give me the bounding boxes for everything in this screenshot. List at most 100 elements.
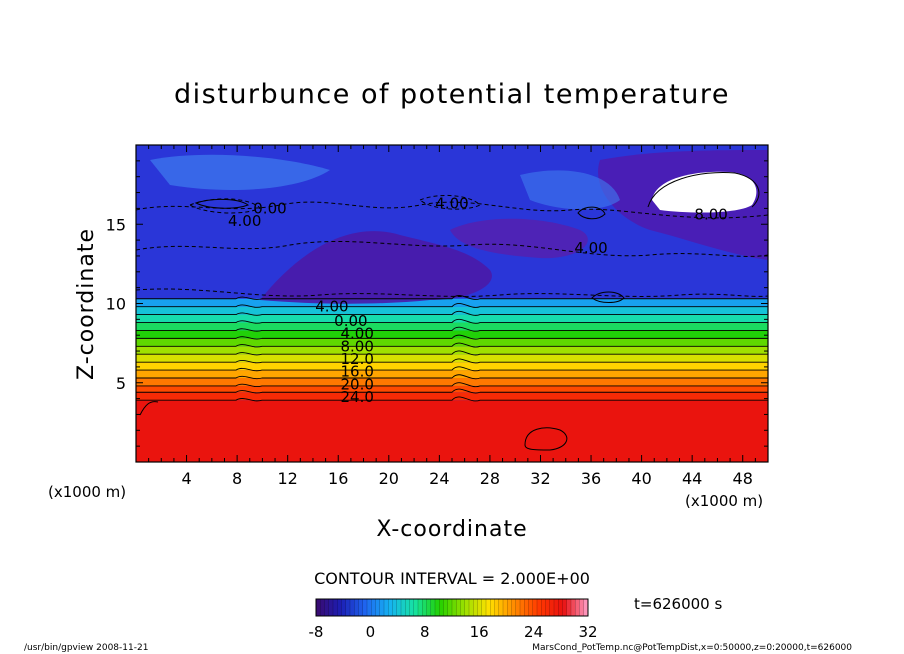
band-contour-lines: [136, 295, 768, 402]
x-unit-right: (x1000 m): [685, 492, 763, 510]
contour-line: [136, 201, 768, 219]
colorbar-swatch: [498, 599, 504, 616]
colorbar-swatch: [507, 599, 512, 616]
y-axis-ticks: 5 10 15: [106, 160, 768, 447]
colorbar-tick-label: -8: [309, 623, 324, 641]
contour-line: [577, 206, 606, 220]
colorbar-swatch: [528, 599, 534, 616]
colorbar-swatch: [579, 599, 585, 616]
colorbar-swatch: [452, 599, 457, 616]
colorbar-tick-label: 16: [470, 623, 489, 641]
x-tick-label: 44: [682, 469, 702, 488]
contour-line: [136, 241, 768, 257]
y-tick-label: 5: [116, 374, 126, 393]
colorbar-swatch: [481, 599, 487, 616]
contour-line: [139, 401, 159, 416]
x-tick-label: 28: [480, 469, 500, 488]
chart-title: disturbunce of potential temperature: [174, 79, 730, 110]
colorbar-swatch: [384, 599, 389, 616]
colorbar-swatch: [405, 599, 410, 616]
colorbar-swatch: [324, 599, 330, 616]
colorbar-ticks: -8 0 8 16 24 32: [309, 623, 598, 641]
colorbar-swatch: [447, 599, 453, 616]
colorbar-swatch: [511, 599, 517, 616]
contour-line: [136, 295, 768, 300]
temperature-layer: [136, 330, 768, 339]
temperature-layer: [136, 314, 768, 323]
white-region: [652, 171, 757, 213]
colorbar-frame: [315, 598, 589, 617]
colorbar-swatch: [486, 599, 491, 616]
y-axis-label: Z-coordinate: [74, 228, 99, 380]
contour-line: [136, 388, 768, 394]
colorbar-swatch: [469, 599, 474, 616]
contour-line: [136, 302, 768, 308]
colorbar-swatch: [571, 599, 576, 616]
contour-line: [136, 318, 768, 324]
x-axis-ticks: 4 8 12 16 20 24 28 32 36 40 44 48: [148, 145, 756, 488]
footer-left: /usr/bin/gpview 2008-11-21: [24, 643, 148, 653]
contour-label: 0.00: [334, 312, 367, 330]
x-unit-left: (x1000 m): [48, 483, 126, 501]
purple-region: [450, 218, 588, 259]
x-tick-label: 20: [379, 469, 399, 488]
colorbar-swatch: [328, 599, 334, 616]
contour-labels: 0.004.004.004.008.004.000.004.008.0012.0…: [228, 195, 728, 406]
contour-label: 16.0: [340, 363, 373, 381]
upper-field-blobs: [150, 150, 768, 304]
contour-line: [647, 172, 760, 208]
colorbar-swatch: [362, 599, 368, 616]
colorbar-swatch: [388, 599, 393, 616]
colorbar-swatch: [524, 599, 529, 616]
colorbar-swatch: [490, 599, 495, 616]
temperature-layer: [136, 298, 768, 307]
colorbar-swatch: [575, 599, 580, 616]
plot-area: [136, 145, 768, 462]
colorbar-swatch: [426, 599, 432, 616]
contour-line: [591, 291, 625, 303]
colorbar-swatch: [341, 599, 347, 616]
contour-line: [136, 366, 768, 372]
contour-line: [136, 350, 768, 356]
contour-line: [136, 334, 768, 340]
time-text: t=626000 s: [634, 595, 722, 613]
x-tick-label: 16: [328, 469, 348, 488]
colorbar-tick-label: 0: [366, 623, 376, 641]
temperature-layer: [136, 354, 768, 363]
x-tick-label: 4: [181, 469, 191, 488]
contour-label: 8.00: [694, 206, 727, 224]
colorbar-tick-label: 24: [524, 623, 543, 641]
x-tick-label: 48: [733, 469, 753, 488]
colorbar-swatch: [413, 599, 419, 616]
temperature-layers: [136, 298, 768, 462]
colorbar-tick-label: 32: [578, 623, 597, 641]
contour-line: [136, 382, 768, 388]
temperature-layer: [136, 306, 768, 315]
colorbar-swatch: [367, 599, 372, 616]
colorbar-swatch: [545, 599, 551, 616]
colorbar-swatch: [320, 599, 325, 616]
light-blue-region: [520, 170, 620, 210]
colorbar-swatch: [558, 599, 563, 616]
colorbar-swatch: [443, 599, 449, 616]
colorbar-swatch: [439, 599, 444, 616]
contour-interval-text: CONTOUR INTERVAL = 2.000E+00: [314, 569, 590, 588]
temperature-layer: [136, 346, 768, 355]
colorbar-swatch: [549, 599, 555, 616]
colorbar-swatch: [354, 599, 359, 616]
x-tick-label: 40: [631, 469, 651, 488]
colorbar-swatch: [435, 599, 440, 616]
colorbar-swatch: [583, 599, 589, 616]
contour-label: 4.00: [574, 239, 607, 257]
contour-label: 4.00: [435, 195, 468, 213]
colorbar-swatch: [554, 599, 559, 616]
contour-label: 12.0: [340, 350, 373, 368]
contour-label: 0.00: [253, 199, 286, 217]
colorbar-swatch: [515, 599, 521, 616]
x-tick-label: 32: [530, 469, 550, 488]
lower-field-blobs: [139, 401, 568, 451]
x-tick-label: 12: [278, 469, 298, 488]
colorbar-swatch: [464, 599, 470, 616]
contour-lines: [136, 172, 768, 303]
